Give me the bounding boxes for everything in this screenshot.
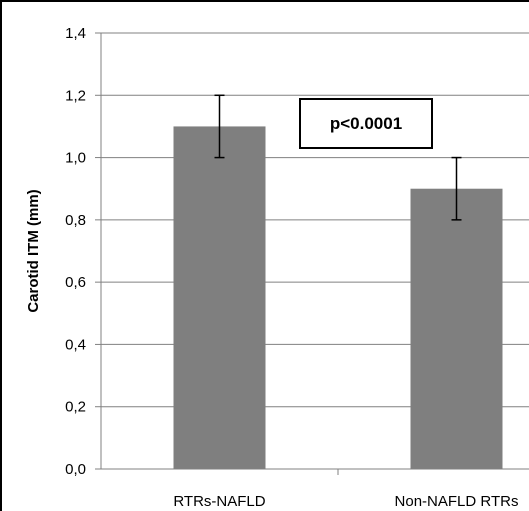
- y-tick-label: 0,0: [65, 461, 86, 478]
- p-value-annotation: p<0.0001: [299, 98, 433, 149]
- x-category-labels: RTRs-NAFLD Non-NAFLD RTRs: [173, 493, 518, 510]
- y-tick-labels: 0,0 0,2 0,4 0,6 0,8 1,0 1,2 1,4: [65, 25, 101, 478]
- y-tick-label: 1,4: [65, 25, 86, 42]
- y-axis-label: Carotid ITM (mm): [25, 189, 42, 312]
- p-value-text: p<0.0001: [330, 114, 402, 133]
- p-value-box: [299, 98, 433, 149]
- y-tick-label: 1,0: [65, 150, 86, 167]
- y-tick-label: 0,4: [65, 336, 86, 353]
- y-tick-label: 0,8: [65, 212, 86, 229]
- x-category-label: RTRs-NAFLD: [173, 493, 265, 510]
- bars: [173, 126, 503, 469]
- bar: [173, 126, 266, 469]
- x-category-label: Non-NAFLD RTRs: [395, 493, 519, 510]
- error-bars: [214, 94, 462, 221]
- y-tick-label: 1,2: [65, 87, 86, 104]
- y-tick-label: 0,2: [65, 399, 86, 416]
- bar: [410, 188, 503, 469]
- y-tick-label: 0,6: [65, 274, 86, 291]
